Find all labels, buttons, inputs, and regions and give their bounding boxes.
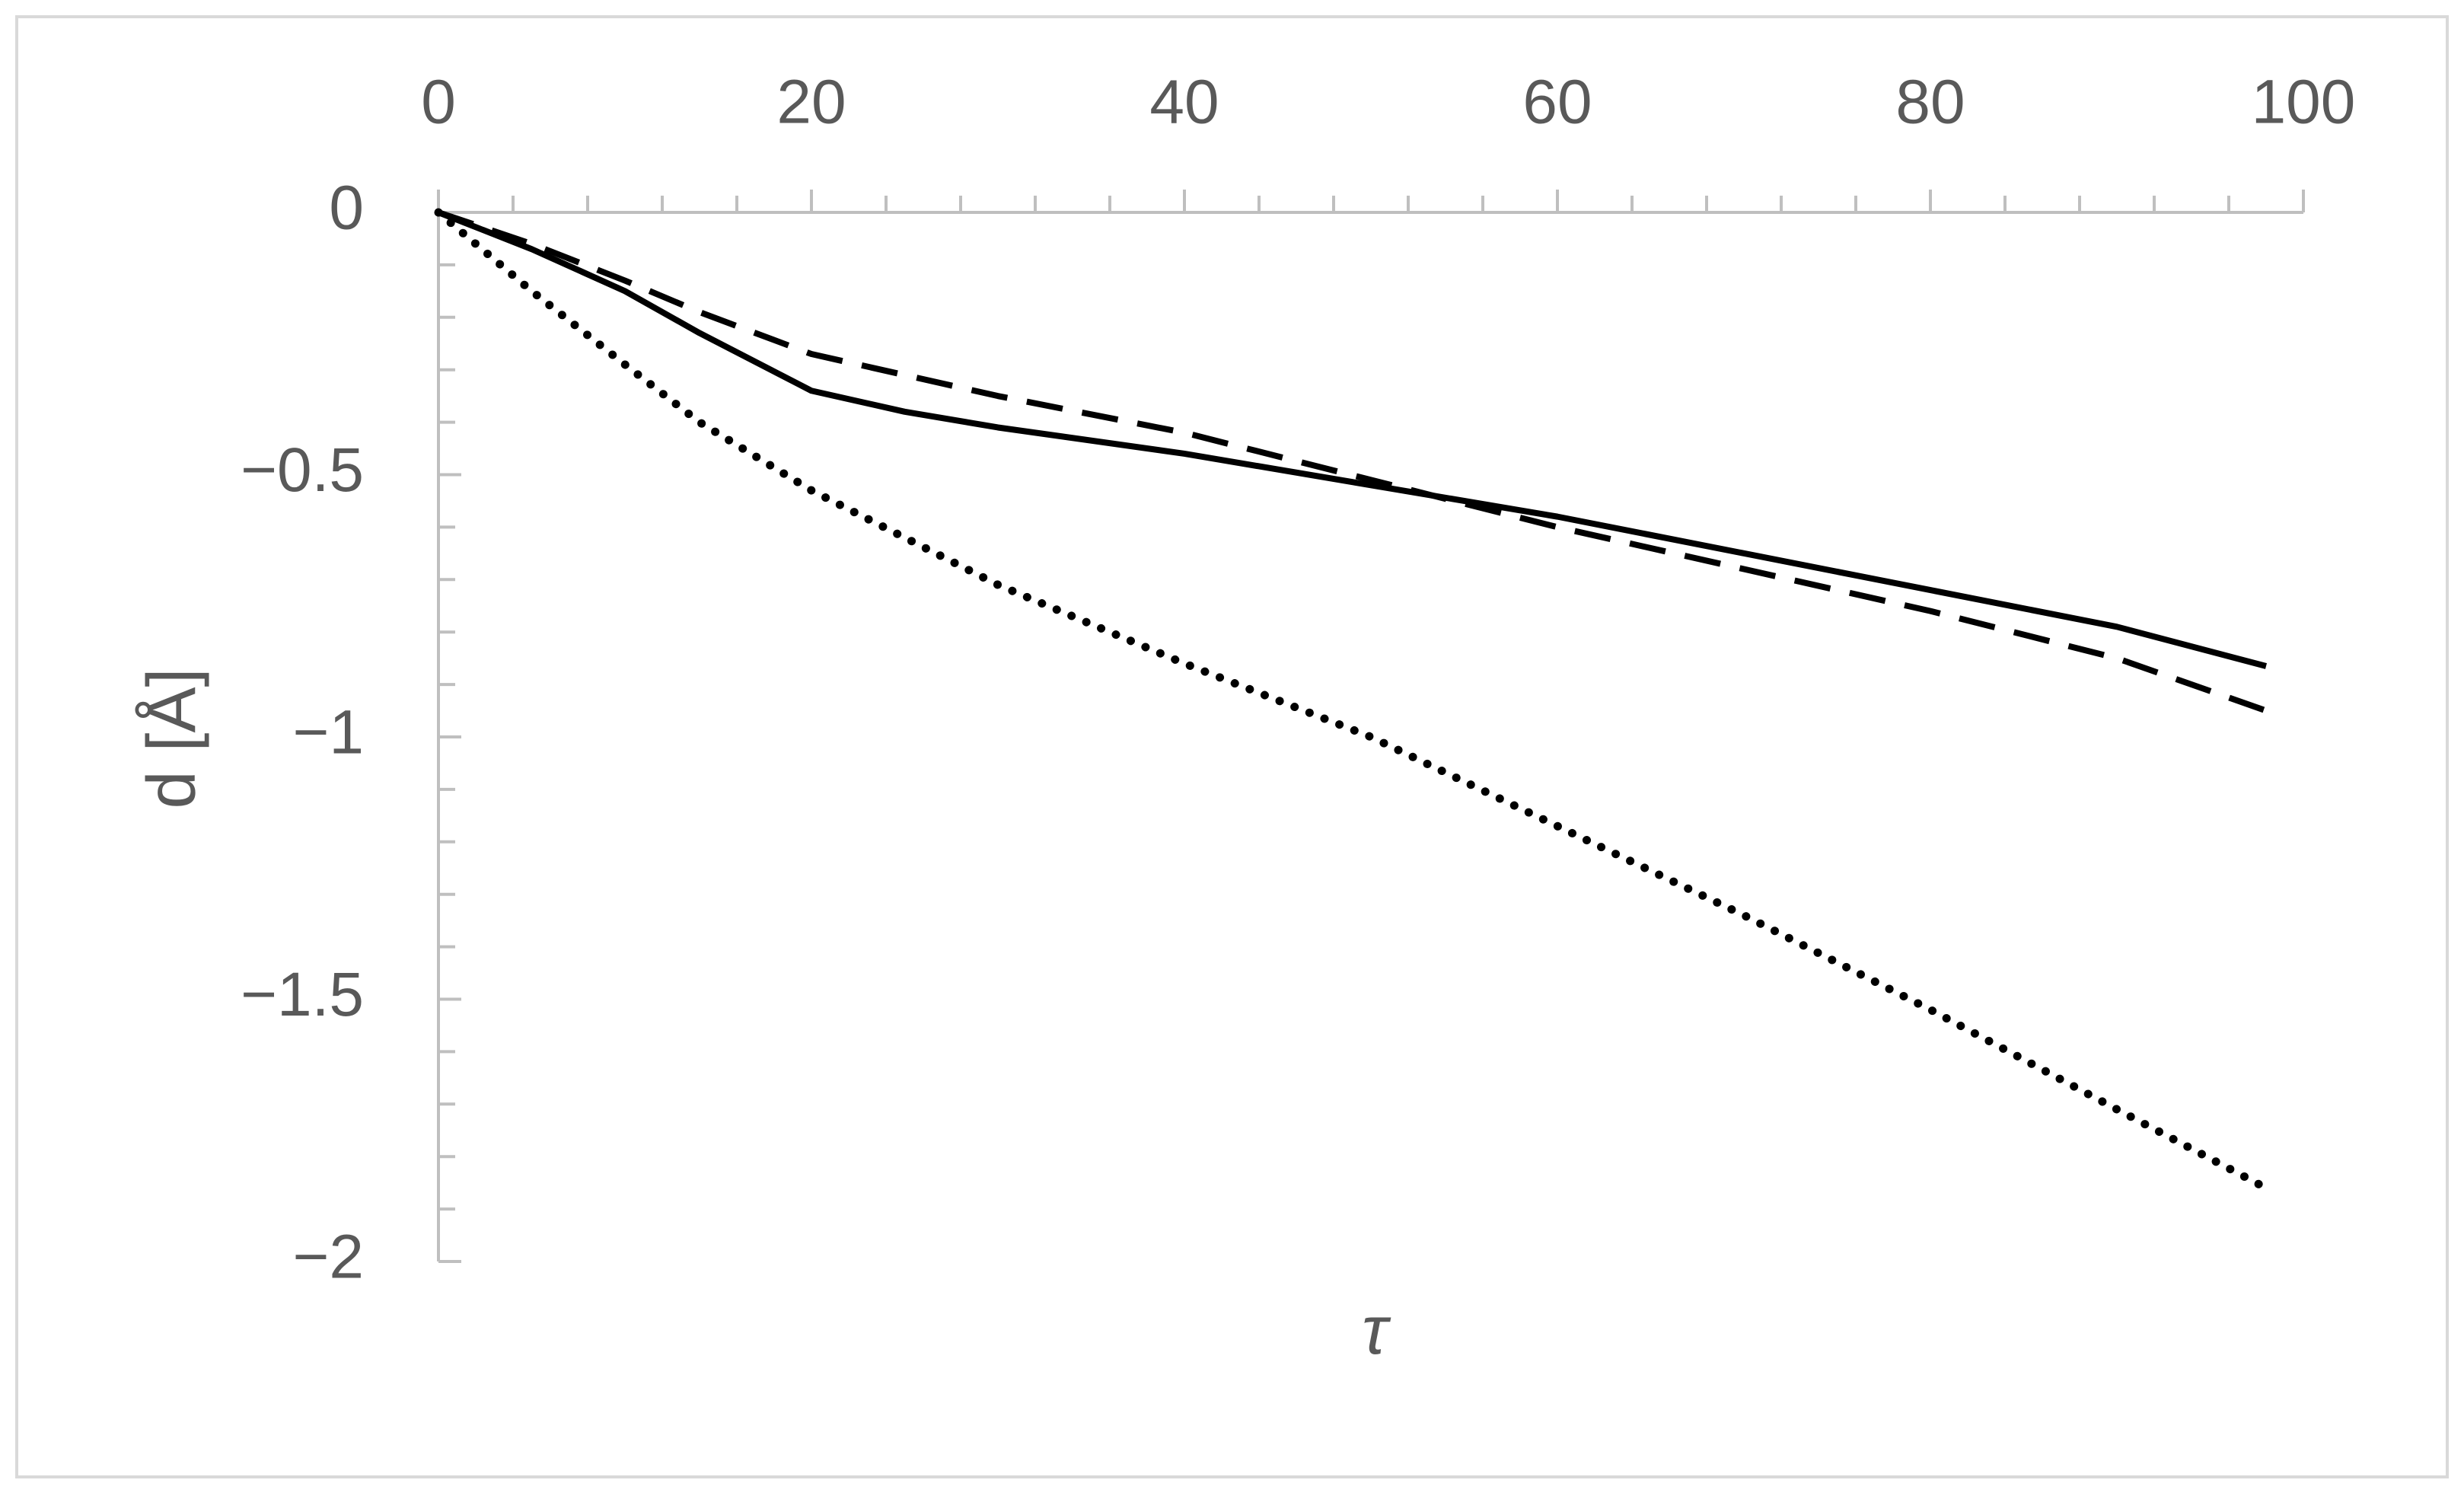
x-tick-label: 0: [421, 68, 456, 137]
x-tick-label: 20: [776, 68, 846, 137]
y-tick-label: −2: [293, 1223, 365, 1292]
x-tick-label: 40: [1149, 68, 1219, 137]
y-tick-label: −1: [293, 698, 365, 767]
y-axis-label: d [Å]: [134, 668, 210, 809]
x-axis-label: τ: [1362, 1293, 1391, 1369]
data-line: [437, 209, 2268, 714]
data-line: [434, 208, 2271, 1193]
x-tick-label: 60: [1522, 68, 1592, 137]
y-tick-label: 0: [329, 174, 364, 243]
y-tick-label: −1.5: [241, 960, 364, 1029]
y-tick-label: −0.5: [241, 435, 364, 505]
chart-border: [15, 15, 2449, 1478]
x-tick-label: 100: [2252, 68, 2356, 137]
x-tick-label: 80: [1895, 68, 1965, 137]
data-line: [437, 209, 2268, 669]
